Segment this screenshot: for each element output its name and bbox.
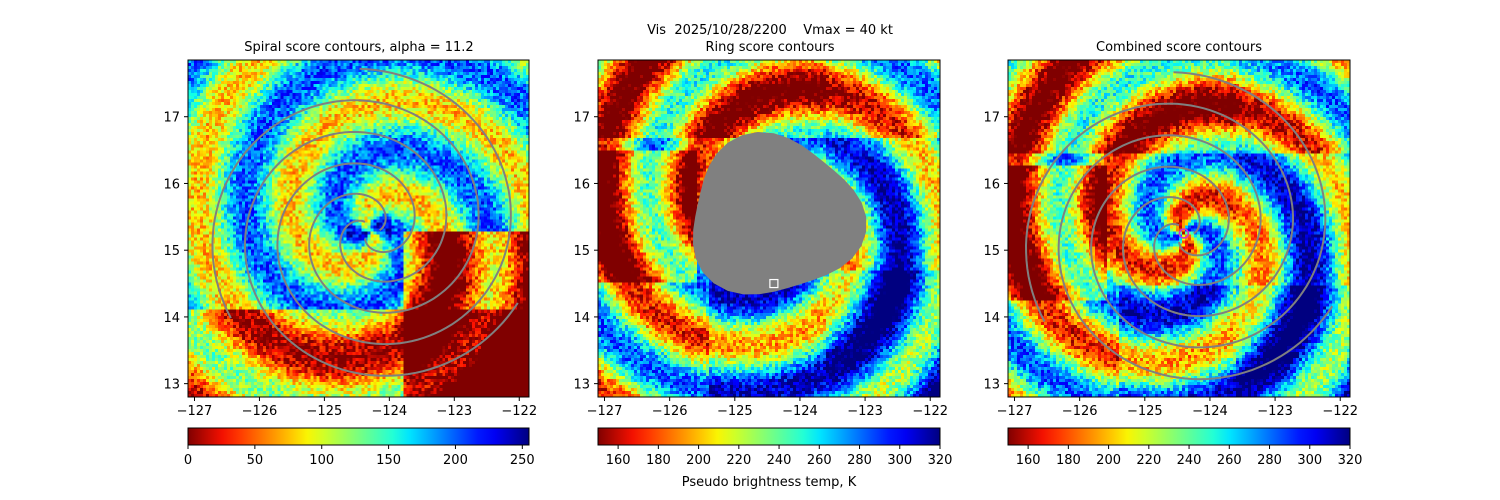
colorbar-tick-label: 150 [376,453,401,468]
spiral-contour [1024,102,1294,322]
x-tick-label: −126 [1062,404,1098,419]
axes-frame [597,59,941,398]
colorbar-tick-label: 260 [807,453,832,468]
overlay-layer [1024,71,1334,381]
spiral-contour [243,130,519,377]
colorbar-tick-label: 220 [726,453,751,468]
colorbar-tick-label: 260 [1217,453,1242,468]
colorbar-tick-label: 300 [887,453,912,468]
colorbar-tick-label: 320 [928,453,953,468]
spiral-contour [211,99,480,319]
y-tick-label: 16 [163,177,180,192]
y-tick-label: 14 [983,311,1000,326]
spiral-contour [1057,134,1334,381]
colorbar-tick-label: 200 [1096,453,1121,468]
colorbar-tick-label: 280 [1257,453,1282,468]
x-tick-label: −127 [997,404,1033,419]
colorbar [1007,427,1351,446]
y-tick-label: 15 [573,244,590,259]
x-tick-label: −122 [501,404,537,419]
axes-frame [187,59,530,398]
y-tick-label: 15 [983,244,1000,259]
y-tick-label: 16 [983,177,1000,192]
x-tick-label: −124 [371,404,407,419]
x-tick-label: −122 [1322,404,1358,419]
combined-panel-title: Combined score contours [1096,40,1262,55]
colorbar-tick-label: 280 [847,453,872,468]
x-tick-label: −123 [847,404,883,419]
x-tick-label: −122 [912,404,948,419]
y-tick-label: 13 [573,378,590,393]
colorbar-label: Pseudo brightness temp, K [682,475,857,490]
colorbar-tick-label: 160 [1016,453,1041,468]
overlay-layer [211,67,519,377]
colorbar-tick-label: 220 [1136,453,1161,468]
colorbar-tick-label: 240 [767,453,792,468]
x-tick-label: −125 [1127,404,1163,419]
colorbar-tick-label: 250 [510,453,535,468]
masked-ring-region [693,132,867,295]
colorbar [187,427,530,446]
colorbar-tick-label: 180 [646,453,671,468]
center-square-marker [769,278,779,289]
x-tick-label: −123 [436,404,472,419]
y-tick-label: 13 [163,378,180,393]
x-tick-label: −125 [717,404,753,419]
ring-panel-title: Ring score contours [705,40,835,55]
colorbar-tick-label: 180 [1056,453,1081,468]
colorbar-tick-label: 100 [309,453,334,468]
y-tick-label: 14 [573,311,590,326]
colorbar-tick-label: 200 [686,453,711,468]
y-tick-label: 14 [163,311,180,326]
y-tick-label: 13 [983,378,1000,393]
y-tick-label: 17 [573,111,590,126]
colorbar-tick-label: 240 [1177,453,1202,468]
y-tick-label: 17 [983,111,1000,126]
center-circle-marker [1178,228,1190,239]
figure-title: Vis 2025/10/28/2200 Vmax = 40 kt [647,23,893,38]
y-tick-label: 17 [163,111,180,126]
panel-3: −127 −126 −125 −124 −123 −122 13 14 15 16 17 160 180… [983,59,1363,468]
y-tick-label: 15 [163,244,180,259]
spiral-contour [276,67,512,346]
spiral-panel-title: Spiral score contours, alpha = 11.2 [244,40,474,55]
colorbar-tick-label: 50 [247,453,264,468]
colorbar-tick-label: 320 [1338,453,1363,468]
x-tick-label: −123 [1257,404,1293,419]
axes-frame [1007,59,1351,398]
colorbar-tick-label: 200 [443,453,468,468]
x-tick-label: −126 [242,404,278,419]
colorbar-tick-label: 0 [184,453,192,468]
x-tick-label: −127 [587,404,623,419]
x-tick-label: −127 [177,404,213,419]
x-tick-label: −124 [782,404,818,419]
panel-2: −127 −126 −125 −124 −123 −122 13 14 15 16 17 160 180… [573,59,953,468]
colorbar [597,427,941,446]
x-tick-label: −125 [307,404,343,419]
colorbar-tick-label: 300 [1297,453,1322,468]
panel-1: −127 −126 −125 −124 −123 −122 13 14 15 16 17 0 50 100… [163,59,537,468]
x-tick-label: −126 [652,404,688,419]
colorbar-tick-label: 160 [606,453,631,468]
spiral-contour [1090,71,1327,349]
y-tick-label: 16 [573,177,590,192]
overlay-layer [693,132,867,295]
x-tick-label: −124 [1192,404,1228,419]
